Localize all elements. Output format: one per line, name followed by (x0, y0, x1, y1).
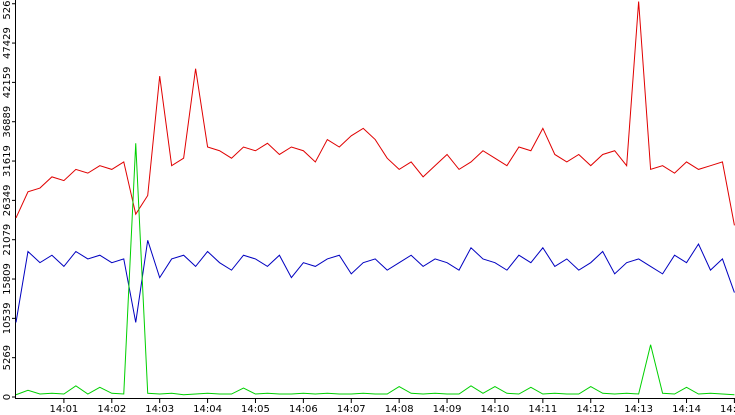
x-tick-label: 14:04 (193, 404, 222, 415)
y-tick-label: 0 (2, 394, 13, 400)
y-tick-label: 26349 (2, 184, 13, 216)
series-line (15, 240, 735, 323)
x-tick-label: 14:14 (672, 404, 701, 415)
x-tick-label: 14:08 (385, 404, 414, 415)
y-tick-label: 47429 (2, 27, 13, 59)
y-tick-label: 5269 (2, 345, 13, 370)
y-tick-label: 10539 (2, 302, 13, 334)
x-tick-label: 14:02 (97, 404, 126, 415)
series-line (15, 1, 735, 226)
y-tick-label: 31619 (2, 145, 13, 177)
x-tick-label: 14:10 (481, 404, 510, 415)
x-tick-label: 14:15 (720, 404, 735, 415)
y-tick-label: 36889 (2, 106, 13, 138)
x-tick-label: 14:13 (624, 404, 653, 415)
x-tick-label: 14:03 (145, 404, 174, 415)
x-tick-label: 14:11 (528, 404, 557, 415)
x-tick-label: 14:09 (433, 404, 462, 415)
y-tick-label: 21079 (2, 224, 13, 256)
x-tick-label: 14:06 (289, 404, 318, 415)
series-line (15, 143, 735, 396)
x-tick-label: 14:12 (576, 404, 605, 415)
x-tick-label: 14:01 (49, 404, 78, 415)
x-tick-label: 14:07 (337, 404, 366, 415)
y-tick-label: 42159 (2, 66, 13, 98)
y-tick-label: 52699 (2, 0, 13, 20)
x-tick-label: 14:05 (241, 404, 270, 415)
y-tick-label: 15809 (2, 263, 13, 295)
